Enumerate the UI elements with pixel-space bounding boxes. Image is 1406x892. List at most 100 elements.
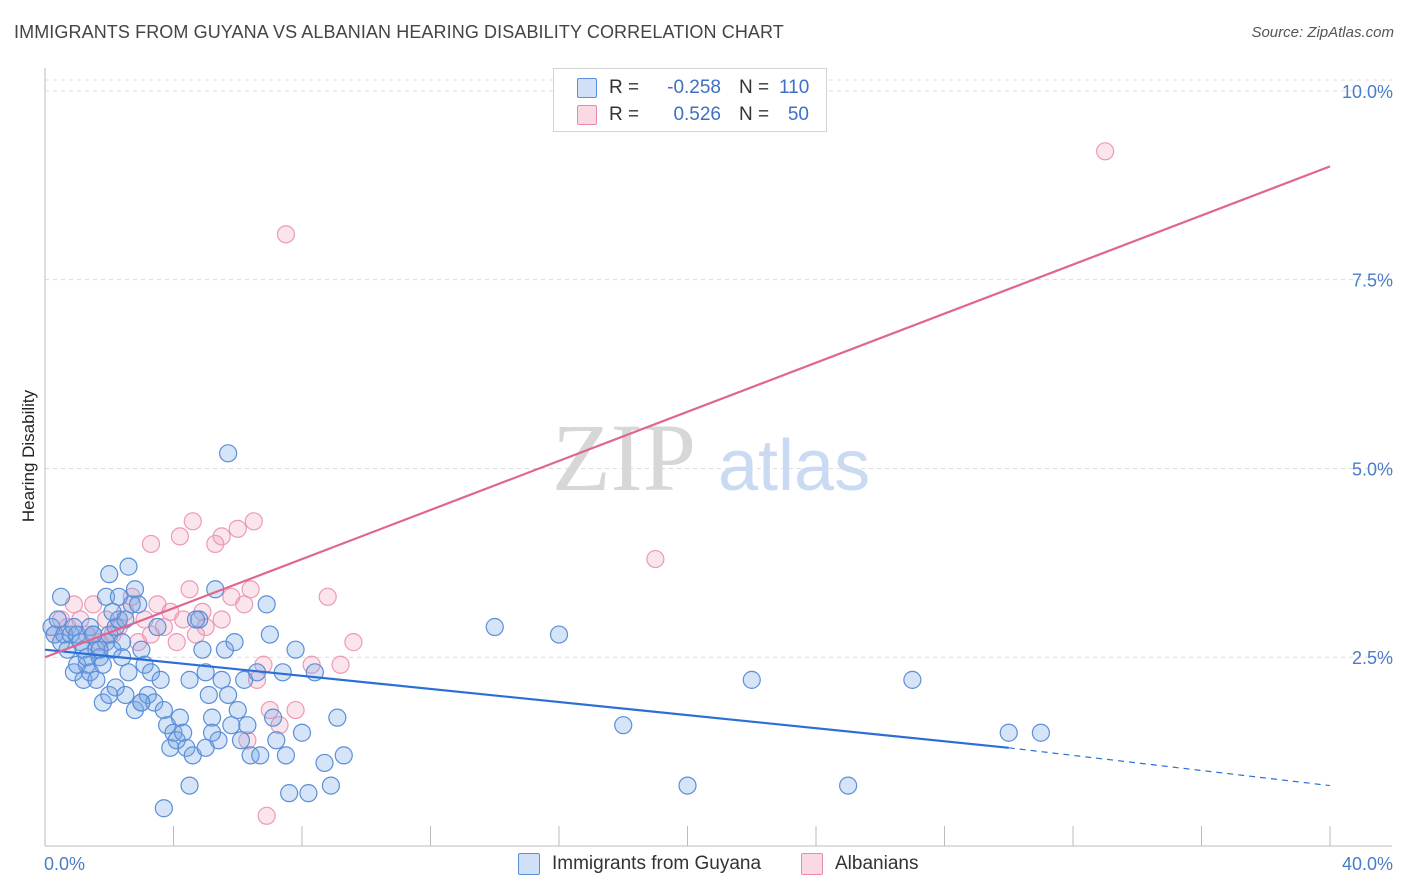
- legend-row-albanians: R = 0.526 N = 50: [554, 102, 809, 128]
- x-tick-label: 40.0%: [1342, 854, 1393, 874]
- guyana-point: [186, 610, 206, 629]
- guyana-point: [222, 716, 241, 735]
- guyana-point: [167, 731, 186, 750]
- albanians-trend-line: [44, 165, 1331, 659]
- bottom-swatch-pink: [801, 853, 823, 875]
- guyana-point: [148, 617, 167, 637]
- guyana-point: [87, 670, 106, 689]
- albanians-point: [71, 610, 90, 629]
- guyana-point: [112, 633, 132, 652]
- guyana-point: [103, 640, 122, 659]
- guyana-point: [193, 640, 212, 659]
- albanians-point: [212, 527, 231, 546]
- albanians-point: [170, 527, 190, 546]
- guyana-points: [42, 444, 1050, 818]
- albanians-point: [241, 580, 260, 599]
- guyana-point: [742, 670, 761, 689]
- guyana-point: [100, 685, 119, 705]
- legend-n-value: 110: [779, 77, 810, 98]
- guyana-point: [286, 640, 305, 659]
- gridlines: [45, 79, 1392, 658]
- albanians-point: [318, 587, 337, 606]
- albanians-point: [141, 534, 161, 554]
- albanians-point: [270, 716, 289, 735]
- albanians-point: [244, 512, 263, 531]
- guyana-point: [999, 723, 1018, 742]
- guyana-point: [161, 738, 180, 757]
- guyana-point: [51, 587, 71, 606]
- guyana-point: [96, 587, 116, 606]
- albanians-point: [286, 700, 305, 720]
- guyana-point: [180, 670, 199, 689]
- albanians-point: [206, 534, 225, 554]
- guyana-point: [116, 610, 135, 629]
- guyana-point: [485, 617, 504, 637]
- y-tick-label: 2.5%: [1352, 648, 1393, 668]
- albanians-point: [257, 806, 276, 825]
- guyana-point: [180, 776, 199, 795]
- albanians-point: [183, 512, 202, 531]
- legend-r-label: R =: [609, 77, 640, 98]
- y-tick-label: 5.0%: [1352, 459, 1393, 479]
- guyana-point: [154, 700, 173, 720]
- guyana-point: [241, 746, 260, 765]
- guyana-point: [334, 746, 353, 765]
- guyana-point: [315, 753, 334, 773]
- guyana-point: [212, 670, 231, 689]
- albanians-point: [646, 549, 665, 569]
- guyana-point: [299, 784, 318, 803]
- albanians-point: [154, 617, 173, 637]
- guyana-point: [267, 731, 286, 750]
- legend-r-value: 0.526: [673, 104, 721, 125]
- guyana-point: [125, 580, 145, 599]
- guyana-point: [45, 625, 64, 644]
- guyana-point: [196, 738, 215, 757]
- albanians-point: [254, 655, 273, 674]
- guyana-point: [106, 678, 125, 697]
- source-label: Source: ZipAtlas.com: [1251, 24, 1394, 41]
- correlation-legend: R = -0.258 N = 110 R = 0.526 N = 50: [553, 68, 827, 132]
- guyana-point: [145, 693, 164, 712]
- guyana-point: [55, 625, 74, 644]
- bottom-legend-label: Albanians: [835, 853, 919, 874]
- guyana-point: [74, 670, 93, 689]
- guyana-point: [122, 595, 141, 614]
- chart-title: IMMIGRANTS FROM GUYANA VS ALBANIAN HEARI…: [14, 22, 784, 42]
- guyana-point: [132, 640, 151, 659]
- albanians-point: [167, 633, 186, 652]
- albanians-point: [276, 225, 296, 244]
- albanians-point: [344, 633, 363, 652]
- albanians-point: [196, 617, 215, 637]
- guyana-point: [260, 625, 279, 644]
- albanians-point: [1096, 142, 1115, 161]
- guyana-point: [215, 640, 234, 659]
- guyana-point: [219, 685, 238, 705]
- watermark-zip: ZIP: [552, 404, 696, 511]
- guyana-point: [228, 700, 247, 720]
- legend-swatch-blue: [577, 78, 597, 98]
- guyana-point: [614, 716, 633, 735]
- legend-n-label: N =: [739, 77, 770, 98]
- guyana-point: [225, 633, 244, 652]
- guyana-point: [292, 723, 312, 742]
- bottom-legend-albanians: Albanians: [801, 852, 918, 876]
- guyana-point: [93, 693, 112, 712]
- legend-swatch-pink: [577, 105, 597, 125]
- x-tick-labels: 0.0% 40.0%: [44, 854, 1393, 874]
- albanians-point: [186, 625, 206, 644]
- guyana-point: [280, 784, 299, 803]
- guyana-point: [231, 731, 251, 750]
- guyana-point: [202, 723, 222, 742]
- guyana-point: [174, 723, 193, 742]
- guyana-point: [100, 565, 119, 584]
- legend-r-value: -0.258: [667, 77, 721, 98]
- bottom-legend-label: Immigrants from Guyana: [552, 853, 762, 874]
- legend-n-value: 50: [787, 104, 809, 125]
- guyana-point: [196, 663, 215, 682]
- albanians-point: [180, 580, 199, 599]
- guyana-point: [257, 595, 276, 614]
- guyana-point: [321, 776, 341, 795]
- guyana-point: [132, 693, 151, 712]
- guyana-trend-line: [44, 648, 1009, 749]
